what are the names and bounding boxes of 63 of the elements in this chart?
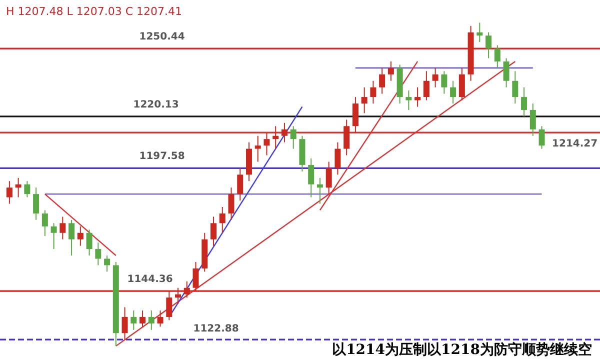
candlestick [344,119,350,156]
candlestick [77,226,84,246]
candlestick [281,122,288,143]
candlestick [42,210,48,237]
candlestick [15,177,22,198]
candlestick [361,86,368,114]
annotation: 1122.88 [193,324,239,335]
candlestick [50,222,57,250]
candlestick [6,180,12,204]
candlestick [130,310,137,330]
candlestick [228,187,234,220]
candlestick [326,161,332,195]
candlestick [352,96,358,134]
candlestick [388,60,394,82]
candlestick [370,80,376,104]
annotation: 1250.44 [139,32,185,43]
candlestick [33,187,40,220]
candlestick [290,126,296,150]
candlestick [450,80,456,104]
candlestick [334,142,341,176]
candlestick [486,32,492,59]
candlestick [68,219,75,256]
candlestick [104,255,110,272]
candlestick [423,70,430,101]
candlestick [166,290,172,321]
candlestick [122,306,128,340]
candlestick [148,310,154,330]
annotation: 1197.58 [139,151,185,162]
candlestick [458,67,465,101]
candlestick [157,310,164,328]
candlestick [521,86,528,117]
candlestick [175,287,182,305]
candlestick [272,126,279,150]
annotation: 1220.13 [133,99,179,110]
candlestick [432,67,438,88]
candlestick [316,177,323,204]
candlestick [379,67,386,94]
candlestick [210,216,216,246]
candlestick [254,135,261,162]
candlestick [530,102,536,136]
candlestick [237,168,244,202]
candlestick [219,206,226,234]
candlestick [60,216,66,240]
candlestick [476,22,483,43]
candlestick [406,90,412,110]
candlestick [503,58,510,88]
candlestick [24,180,30,198]
candlestick [308,158,314,198]
candlestick [86,229,92,256]
candlestick [512,70,518,104]
candlestick [192,261,199,292]
candlestick [264,132,270,156]
candlestick [184,280,190,298]
candlestick [414,86,421,108]
candlestick [538,126,545,150]
candlestick [494,44,500,68]
candlestick [441,70,448,94]
annotation: 1214.27 [552,138,598,150]
candlestick [95,242,102,266]
annotation: 以1214为压制以1218为防守顺势继续空 [332,341,592,358]
candlestick [140,310,146,328]
annotation: 1144.36 [127,274,173,286]
text: H 1207.48 L 1207.03 C 1207.41 [6,5,182,18]
